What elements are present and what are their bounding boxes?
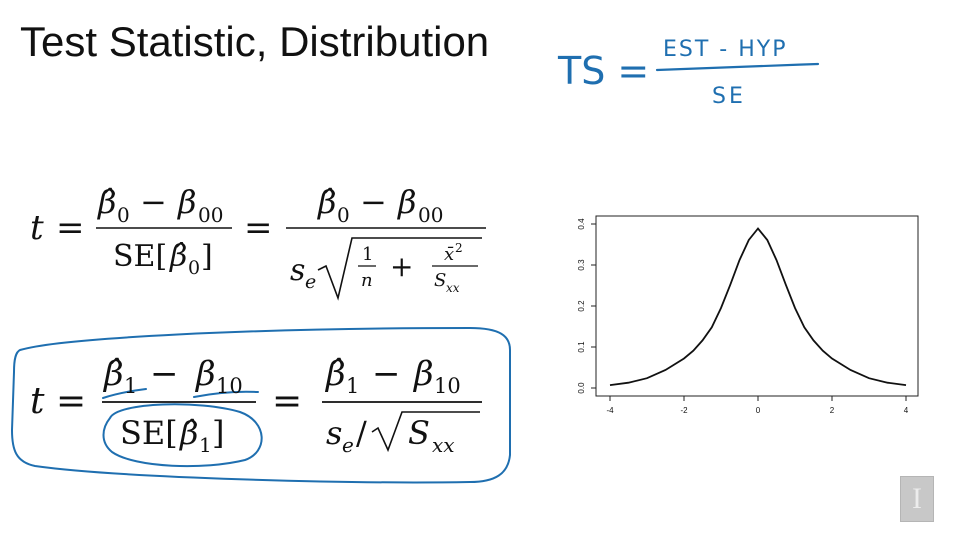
eq1-sqrt-sign	[317, 237, 482, 301]
eq1-f2-den-s-sub: e	[305, 271, 316, 293]
eq1-var-t: t	[30, 208, 44, 248]
eq1-f2-num-beta-sub: 00	[418, 203, 443, 227]
eq2-equals-1: =	[56, 381, 86, 422]
eq2-f1-num-betahat: β̂	[102, 354, 124, 394]
eq1-f1-den-se: SE[	[113, 239, 167, 274]
eq1-inner2-den: S	[434, 270, 446, 291]
eq2-f2-den-S-sub: xx	[432, 433, 455, 457]
x-tick-label: 2	[830, 406, 835, 415]
eq2-f1-den-se: SE[	[120, 414, 178, 452]
equation-slope: t = β̂ 1 − β 10 SE[ β̂ 1 ] = β̂ 1 − β 10…	[30, 354, 482, 457]
eq1-f1-den-close: ]	[201, 239, 213, 274]
eq2-var-t: t	[30, 381, 45, 422]
handwritten-ts-label: TS =	[557, 49, 649, 93]
eq2-f1-num-beta: β	[194, 354, 216, 394]
chart-plot-frame	[595, 215, 919, 397]
university-logo-icon: I	[900, 476, 934, 522]
eq2-f2-den-s-sub: e	[342, 433, 354, 457]
eq1-f2-num-beta: β	[397, 183, 417, 221]
chart-series-density-line	[609, 227, 907, 386]
eq2-f1-den-betahat: β̂	[179, 414, 199, 452]
eq2-equals-2: =	[272, 381, 302, 422]
density-chart: -4 -2 0 2 4 0.0 0.1 0.2 0.3 0.4	[577, 215, 919, 415]
chart-axes: -4 -2 0 2 4 0.0 0.1 0.2 0.3 0.4	[577, 218, 909, 415]
handwritten-denominator: SE	[712, 84, 746, 109]
eq1-equals-2: =	[244, 208, 273, 248]
x-tick-label: -4	[606, 406, 614, 415]
eq1-inner2-den-sub: xx	[446, 281, 460, 295]
handwritten-numerator: EST - HYP	[663, 37, 787, 62]
eq1-f1-num-beta: β	[177, 183, 197, 221]
eq1-equals-1: =	[56, 208, 85, 248]
eq1-inner-plus: +	[390, 250, 413, 283]
eq1-inner2-num: x̄	[444, 244, 454, 265]
eq1-f1-den-sub: 0	[188, 257, 200, 279]
handwritten-fraction-bar	[655, 62, 820, 72]
eq2-f2-num-beta: β	[412, 354, 434, 394]
x-tick-label: -2	[680, 406, 688, 415]
eq2-f2-den-slash: /	[356, 414, 367, 452]
equation-intercept: t = β̂ 0 − β 00 SE[ β̂ 0 ] = β̂ 0 − β 00…	[30, 183, 486, 301]
y-tick-label: 0.2	[577, 300, 586, 312]
eq1-f2-den-s: s	[290, 253, 305, 288]
eq1-inner1-den: n	[361, 270, 373, 291]
eq2-f2-num-betahat: β̂	[324, 354, 346, 394]
eq2-f1-num-beta-sub: 10	[216, 374, 243, 398]
eq1-f1-num-sub: 0	[117, 203, 130, 227]
eq1-f2-num-betahat: β̂	[317, 183, 337, 221]
y-tick-label: 0.0	[577, 382, 586, 394]
eq2-f2-den-s: s	[326, 414, 342, 452]
eq2-f1-num-minus: −	[150, 354, 179, 394]
eq1-f1-num-beta-sub: 00	[198, 203, 223, 227]
y-tick-label: 0.3	[577, 259, 586, 271]
eq1-inner1-num: 1	[362, 244, 373, 265]
slide-title: Test Statistic, Distribution	[20, 18, 490, 65]
eq2-f1-den-sub: 1	[199, 433, 212, 457]
eq2-f2-num-beta-sub: 10	[434, 374, 461, 398]
eq2-sqrt-sign	[371, 411, 480, 453]
eq2-f2-num-sub: 1	[346, 374, 359, 398]
y-tick-label: 0.4	[577, 218, 586, 230]
eq1-f1-num-betahat: β̂	[97, 183, 117, 221]
eq1-f2-num-sub: 0	[337, 203, 350, 227]
eq1-f2-num-minus: −	[360, 183, 387, 221]
x-tick-label: 0	[756, 406, 761, 415]
eq1-inner2-num-sup: 2	[455, 241, 463, 255]
y-tick-label: 0.1	[577, 341, 586, 353]
eq2-f2-den-S: S	[408, 414, 430, 452]
eq2-f1-num-sub: 1	[124, 374, 137, 398]
eq1-f1-num-minus: −	[140, 183, 167, 221]
logo-glyph: I	[912, 482, 922, 515]
eq1-f1-den-betahat: β̂	[169, 239, 187, 274]
eq2-f2-num-minus: −	[372, 354, 401, 394]
eq2-f1-den-close: ]	[212, 414, 224, 452]
x-tick-label: 4	[904, 406, 909, 415]
